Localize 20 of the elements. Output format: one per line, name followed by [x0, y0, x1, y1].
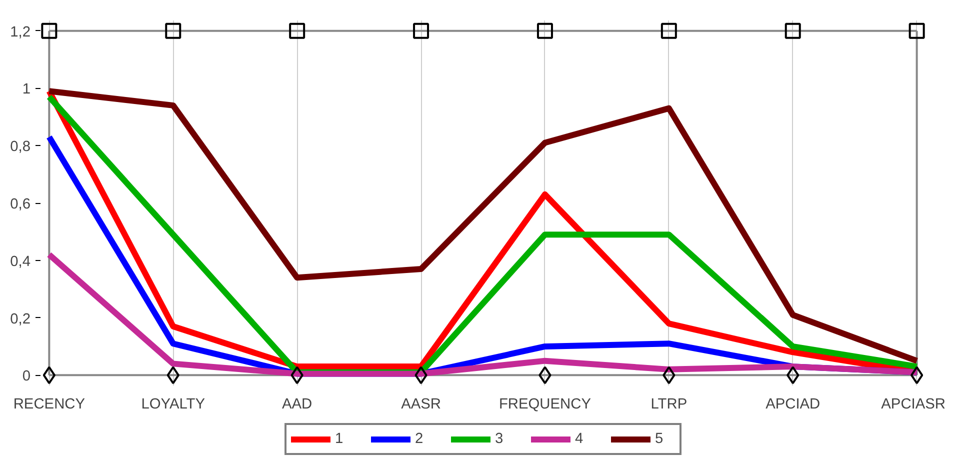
x-tick-label: AAD — [282, 396, 312, 412]
x-tick-label: FREQUENCY — [498, 396, 592, 412]
x-tick-label: RECENCY — [13, 396, 86, 412]
y-tick-label: 1,2 — [10, 24, 30, 40]
y-tick-label: 0,6 — [10, 196, 30, 212]
x-tick-label: LOYALTY — [141, 396, 206, 412]
x-tick-label: APCIASR — [881, 396, 946, 412]
legend-label: 5 — [655, 431, 664, 447]
x-tick-label: AASR — [401, 396, 441, 412]
legend-label: 3 — [495, 431, 504, 447]
y-tick-label: 0,2 — [10, 311, 30, 328]
legend-label: 2 — [415, 431, 424, 447]
y-tick-label: 0,8 — [10, 139, 30, 156]
y-tick-label: 0,4 — [10, 254, 30, 270]
y-tick-label: 1 — [22, 82, 31, 98]
y-tick-label: 0 — [22, 368, 31, 385]
legend-label: 1 — [335, 431, 344, 447]
x-tick-label: LTRP — [650, 396, 688, 412]
x-tick-label: APCIAD — [766, 396, 820, 412]
legend-label: 4 — [575, 431, 584, 447]
